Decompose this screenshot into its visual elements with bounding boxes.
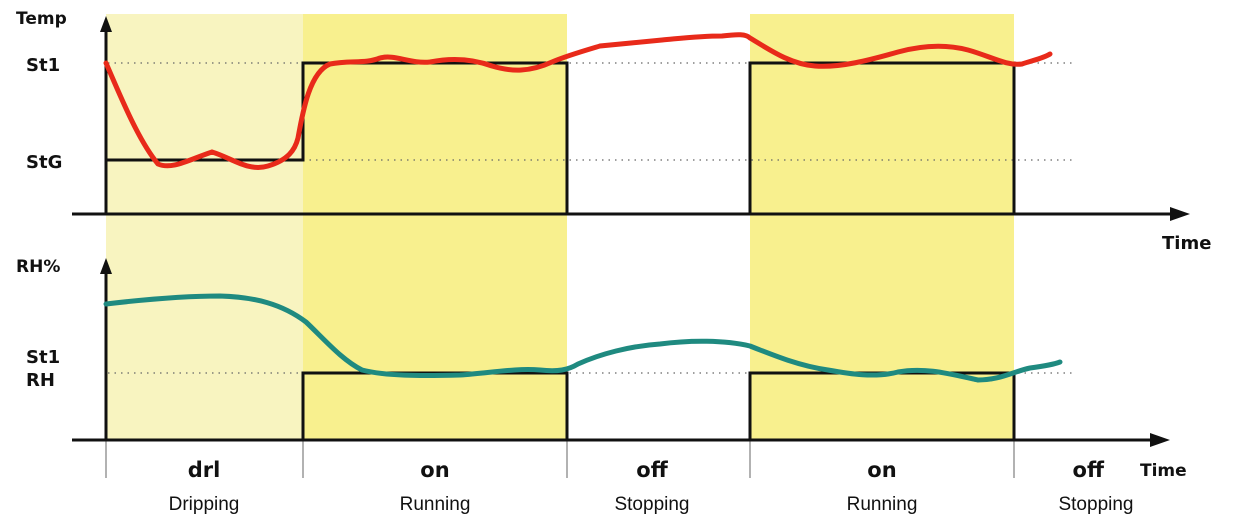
rh-axis-title: RH% [16, 257, 60, 277]
phase-2-name: Running [400, 494, 471, 515]
temp-axis-title: Temp [16, 9, 67, 29]
phase-4-name: Running [847, 494, 918, 515]
phase-3-name: Stopping [614, 494, 689, 515]
phase-5-name: Stopping [1058, 494, 1133, 515]
temperature-curve [103, 32, 1053, 170]
temp-y-axis-arrow [100, 16, 112, 32]
phase-1-state: drl [188, 458, 221, 482]
rh-time-axis-arrow [1150, 433, 1170, 447]
rh-time-label: Time [1140, 461, 1187, 481]
phase-band-running-2 [750, 14, 1014, 440]
rh-y-axis-arrow [100, 258, 112, 274]
stg-level-label: StG [26, 152, 62, 173]
st1-temp-level-label: St1 [26, 55, 60, 76]
phase-5-state: off [1073, 458, 1105, 482]
humidity-curve [103, 293, 1063, 383]
temp-time-label: Time [1162, 233, 1211, 254]
st1-rh-level-label-line2: RH [26, 370, 55, 391]
phase-2-state: on [420, 458, 449, 482]
phase-4-state: on [867, 458, 896, 482]
phase-band-dripping [106, 14, 303, 440]
phase-3-state: off [636, 458, 668, 482]
phase-1-name: Dripping [169, 494, 240, 515]
temp-time-axis-arrow [1170, 207, 1190, 221]
st1-rh-level-label-line1: St1 [26, 347, 60, 368]
temp-compressor-step [106, 61, 1016, 216]
